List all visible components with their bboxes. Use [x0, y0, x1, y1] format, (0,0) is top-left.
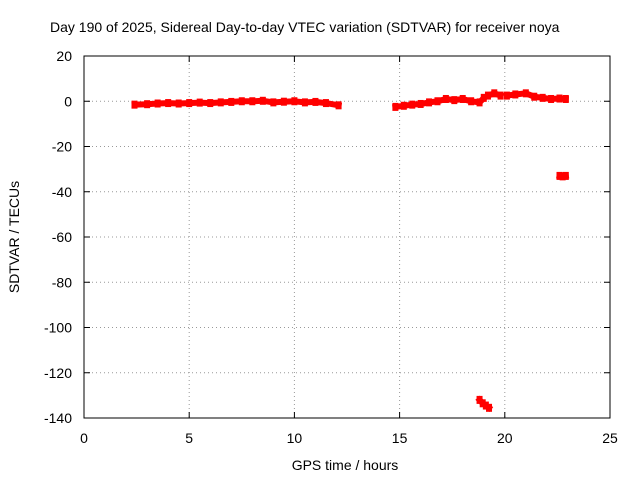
data-point: [562, 94, 569, 103]
chart-title: Day 190 of 2025, Sidereal Day-to-day VTE…: [50, 19, 560, 35]
data-point: [131, 100, 138, 109]
data-point: [144, 100, 151, 109]
data-point: [484, 91, 491, 100]
data-point: [154, 99, 161, 108]
data-point: [562, 171, 569, 180]
data-point: [556, 171, 563, 180]
grid-lines: [84, 56, 610, 418]
data-segment: [131, 97, 343, 109]
data-point: [322, 99, 329, 108]
data-point: [434, 97, 441, 106]
data-point: [539, 93, 546, 102]
data-point: [409, 100, 416, 109]
data-point: [476, 395, 483, 404]
data-point: [512, 90, 519, 99]
data-point: [468, 97, 475, 106]
x-tick-label: 10: [287, 430, 303, 446]
y-tick-label: -40: [52, 184, 72, 200]
y-tick-label: 0: [64, 93, 72, 109]
y-tick-label: -60: [52, 229, 72, 245]
data-point: [270, 98, 277, 107]
x-tick-label: 15: [392, 430, 408, 446]
y-tick-label: -100: [44, 320, 72, 336]
data-point: [312, 97, 319, 106]
x-tick-label: 0: [80, 430, 88, 446]
data-point: [249, 97, 256, 106]
data-point: [301, 98, 308, 107]
data-point: [392, 102, 399, 111]
data-point: [497, 91, 504, 100]
data-point: [417, 99, 424, 108]
data-point: [400, 101, 407, 110]
y-axis-label: SDTVAR / TECUs: [6, 181, 22, 293]
data-point: [426, 98, 433, 107]
x-axis-label: GPS time / hours: [292, 457, 399, 473]
y-tick-label: -140: [44, 410, 72, 426]
data-point: [217, 98, 224, 107]
data-point: [238, 97, 245, 106]
data-point: [280, 97, 287, 106]
data-point: [228, 97, 235, 106]
plot-frame: [83, 55, 611, 419]
y-tick-label: -80: [52, 274, 72, 290]
y-tick-label: 20: [56, 48, 72, 64]
data-point: [186, 99, 193, 108]
data-point: [531, 92, 538, 101]
axis-ticks: 20 0 -20 -40 -60 -80 -100 -120 -140 0 5 10 15 20 25: [44, 48, 618, 446]
x-tick-label: 5: [185, 430, 193, 446]
data-point: [291, 97, 298, 106]
y-tick-label: -20: [52, 139, 72, 155]
data-point: [548, 94, 555, 103]
data-point: [479, 399, 486, 408]
data-point: [335, 101, 342, 110]
data-point: [480, 93, 487, 102]
data-point: [486, 403, 493, 412]
data-point: [196, 98, 203, 107]
data-point: [491, 89, 498, 98]
data-point: [165, 99, 172, 108]
data-point: [482, 401, 489, 410]
data-point: [556, 94, 563, 103]
y-tick-label: -120: [44, 365, 72, 381]
data-series: [131, 89, 570, 412]
data-point: [559, 172, 566, 181]
data-point: [503, 91, 510, 100]
data-point: [522, 89, 529, 98]
data-point: [442, 94, 449, 103]
x-tick-label: 20: [497, 430, 513, 446]
data-point: [175, 99, 182, 108]
data-point: [451, 96, 458, 105]
data-point: [207, 99, 214, 108]
data-point: [459, 94, 466, 103]
data-point: [259, 96, 266, 105]
data-point: [476, 98, 483, 107]
x-tick-label: 25: [602, 430, 618, 446]
